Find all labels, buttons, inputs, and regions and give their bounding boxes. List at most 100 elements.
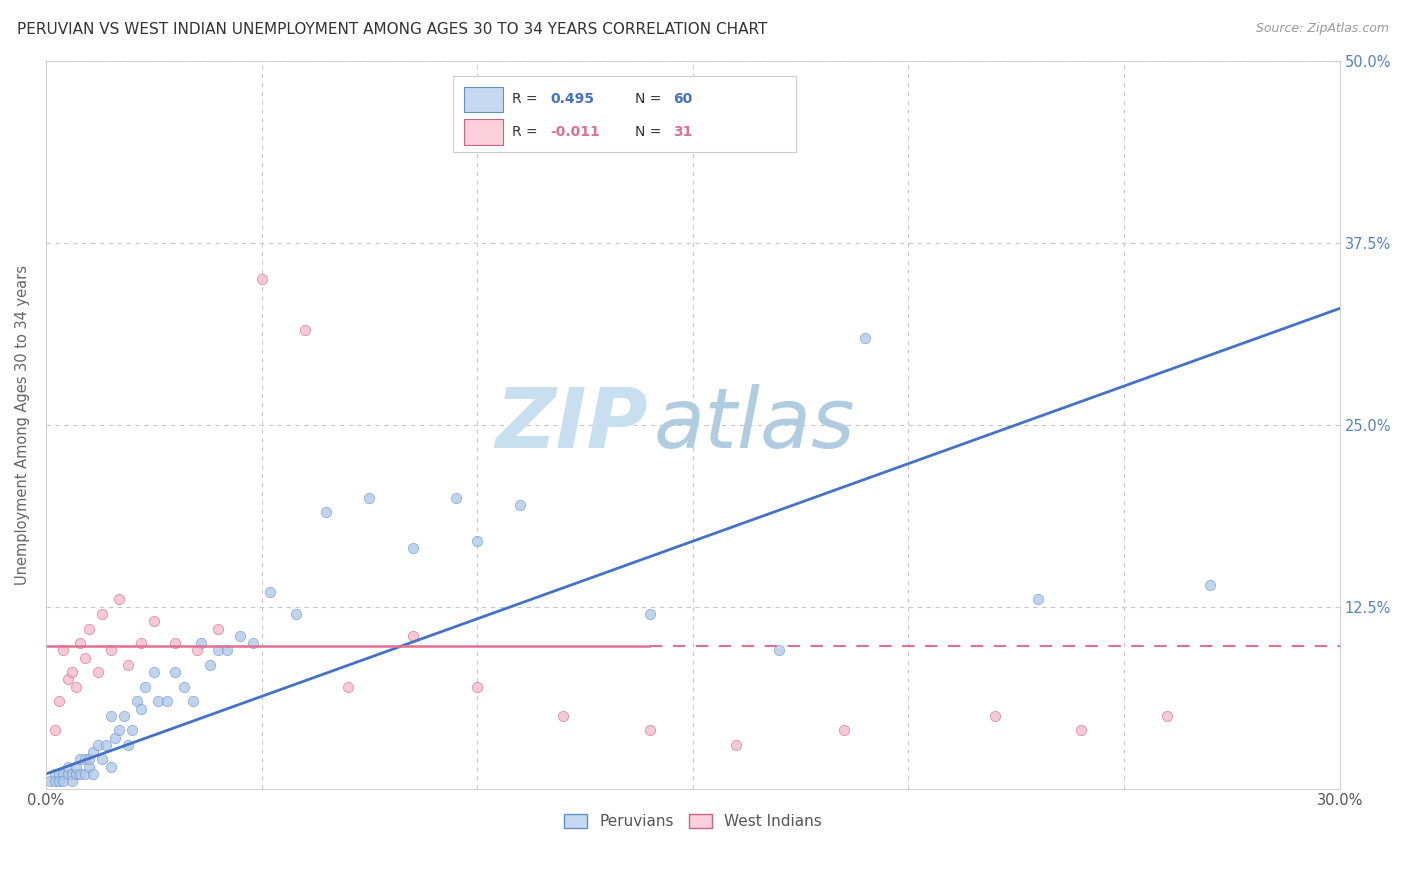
Point [165, 636, 187, 650]
Point [359, 491, 381, 505]
Point [117, 738, 139, 752]
Point [401, 541, 423, 556]
Point [1156, 708, 1178, 723]
Point [173, 680, 195, 694]
Point [285, 607, 308, 621]
Point [69, 752, 91, 766]
Point [108, 592, 131, 607]
Point [52, 774, 75, 789]
Text: atlas: atlas [654, 384, 856, 466]
Point [129, 636, 152, 650]
Point [1199, 578, 1222, 592]
Point [125, 694, 148, 708]
Point [52, 643, 75, 657]
Point [82, 767, 104, 781]
FancyBboxPatch shape [454, 76, 796, 152]
Point [100, 643, 122, 657]
Point [703, 97, 725, 112]
Text: N =: N = [634, 125, 665, 138]
Point [60, 767, 83, 781]
Point [242, 636, 264, 650]
Point [142, 614, 165, 628]
Point [60, 665, 83, 680]
Text: 60: 60 [673, 92, 693, 106]
Point [65, 767, 87, 781]
Point [77, 752, 100, 766]
Point [336, 680, 359, 694]
Point [217, 643, 239, 657]
Point [100, 708, 122, 723]
Text: 0.495: 0.495 [551, 92, 595, 106]
Text: 31: 31 [673, 125, 693, 138]
Point [165, 665, 187, 680]
Point [44, 774, 66, 789]
Point [198, 657, 221, 672]
FancyBboxPatch shape [464, 87, 502, 112]
Text: R =: R = [512, 125, 541, 138]
Point [294, 323, 316, 337]
Point [638, 723, 661, 738]
Point [207, 622, 229, 636]
Point [229, 629, 252, 643]
Point [401, 629, 423, 643]
Point [724, 738, 747, 752]
Point [60, 774, 83, 789]
Point [87, 738, 110, 752]
Point [186, 643, 208, 657]
Text: ZIP: ZIP [495, 384, 648, 466]
Point [73, 767, 96, 781]
Point [207, 643, 229, 657]
Point [465, 534, 488, 549]
Point [250, 272, 273, 286]
Point [48, 694, 70, 708]
Point [983, 708, 1005, 723]
Point [91, 752, 114, 766]
Point [56, 673, 79, 687]
Text: R =: R = [512, 92, 541, 106]
Point [117, 657, 139, 672]
Point [832, 723, 855, 738]
Point [48, 774, 70, 789]
Point [190, 636, 212, 650]
Point [129, 701, 152, 715]
Point [44, 723, 66, 738]
Text: Source: ZipAtlas.com: Source: ZipAtlas.com [1256, 22, 1389, 36]
Point [96, 738, 118, 752]
Point [509, 498, 531, 512]
Point [146, 694, 169, 708]
Point [100, 760, 122, 774]
Point [87, 665, 110, 680]
Point [444, 491, 467, 505]
Point [91, 607, 114, 621]
Point [82, 745, 104, 759]
Text: N =: N = [634, 92, 665, 106]
Point [853, 330, 876, 344]
Point [104, 731, 127, 745]
Point [77, 760, 100, 774]
FancyBboxPatch shape [464, 120, 502, 145]
Point [52, 767, 75, 781]
Point [142, 665, 165, 680]
Point [65, 680, 87, 694]
Y-axis label: Unemployment Among Ages 30 to 34 years: Unemployment Among Ages 30 to 34 years [15, 265, 30, 585]
Point [73, 752, 96, 766]
Point [112, 708, 135, 723]
Point [44, 767, 66, 781]
Point [69, 636, 91, 650]
Point [134, 680, 156, 694]
Point [56, 767, 79, 781]
Text: PERUVIAN VS WEST INDIAN UNEMPLOYMENT AMONG AGES 30 TO 34 YEARS CORRELATION CHART: PERUVIAN VS WEST INDIAN UNEMPLOYMENT AMO… [17, 22, 768, 37]
Point [108, 723, 131, 738]
Point [56, 760, 79, 774]
Point [768, 643, 790, 657]
Point [1026, 592, 1049, 607]
Point [315, 505, 337, 519]
Legend: Peruvians, West Indians: Peruvians, West Indians [558, 807, 828, 836]
Point [553, 708, 575, 723]
Point [73, 650, 96, 665]
Point [39, 774, 62, 789]
Point [259, 585, 281, 599]
Point [48, 767, 70, 781]
Text: -0.011: -0.011 [551, 125, 600, 138]
Point [65, 760, 87, 774]
